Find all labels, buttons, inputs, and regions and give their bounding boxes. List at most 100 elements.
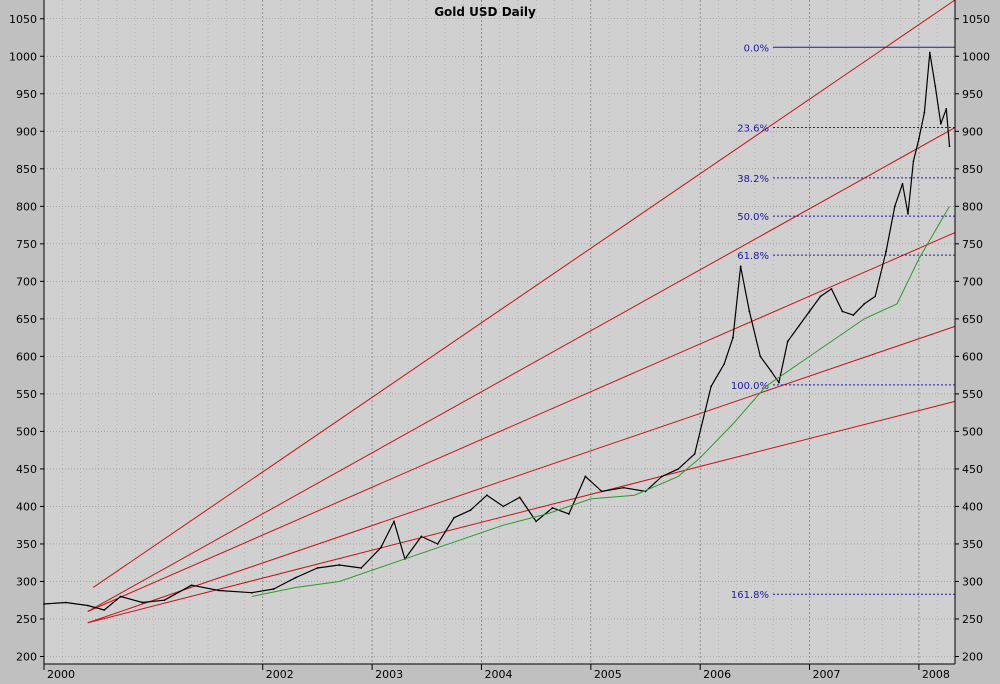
y-tick-label-right: 500: [962, 425, 983, 438]
price-point: [535, 520, 538, 523]
price-point: [393, 520, 395, 523]
y-tick-label: 200: [16, 650, 37, 663]
price-point: [770, 370, 773, 373]
y-tick-label: 400: [16, 500, 37, 513]
price-point: [469, 509, 472, 512]
price-point: [923, 111, 926, 114]
price-point: [568, 513, 570, 515]
price-point: [819, 295, 822, 298]
y-tick-label: 250: [16, 613, 37, 626]
fib-level-label: 38.2%: [737, 174, 769, 185]
price-point: [723, 362, 726, 365]
y-tick-label-right: 900: [962, 125, 983, 138]
price-point: [948, 145, 951, 148]
x-tick-label: 2005: [594, 668, 622, 681]
price-point: [218, 589, 220, 592]
price-point: [677, 468, 680, 470]
trendline: [87, 232, 956, 612]
x-tick-label: 2003: [375, 668, 403, 681]
price-point: [901, 182, 904, 185]
y-tick-label: 800: [16, 200, 37, 213]
price-point: [551, 507, 554, 509]
y-tick-label: 650: [16, 313, 37, 326]
y-tick-label-right: 950: [962, 88, 983, 101]
y-tick-label: 850: [16, 163, 37, 176]
y-tick-label: 1050: [9, 13, 37, 26]
price-point: [830, 287, 833, 290]
y-tick-label-right: 400: [962, 500, 983, 513]
y-tick-label: 750: [16, 238, 37, 251]
grid: [43, 0, 955, 664]
price-point: [316, 567, 319, 569]
price-point: [272, 588, 275, 590]
price-point: [141, 601, 144, 604]
price-series: [43, 51, 951, 611]
price-point: [518, 496, 521, 499]
price-point: [893, 205, 896, 208]
y-tick-label-right: 200: [962, 650, 983, 663]
fibonacci-levels: 0.0% 23.6% 38.2% 50.0% 61.8% 100.0% 161.8%: [731, 43, 955, 601]
trendline: [92, 0, 956, 588]
y-tick-label-right: 1000: [962, 50, 990, 63]
y-tick-label-right: 1050: [962, 13, 990, 26]
price-point: [918, 137, 920, 140]
price-point: [778, 381, 780, 384]
price-point: [808, 310, 811, 313]
price-point: [502, 505, 505, 508]
price-point: [786, 340, 789, 343]
price-point: [732, 336, 734, 339]
y-tick-label: 500: [16, 425, 37, 438]
price-point: [934, 85, 937, 88]
price-point: [885, 250, 888, 253]
y-tick-label-right: 700: [962, 275, 983, 288]
price-point: [600, 490, 603, 493]
fib-level-label: 23.6%: [737, 124, 769, 135]
y-tick-label: 900: [16, 125, 37, 138]
trendline: [87, 400, 956, 624]
y-tick-label-right: 550: [962, 388, 983, 401]
y-tick-label-right: 250: [962, 613, 983, 626]
price-point: [119, 595, 122, 598]
price-point: [912, 160, 915, 163]
price-point: [693, 453, 696, 455]
price-point: [863, 302, 866, 305]
y-tick-label-right: 450: [962, 463, 983, 476]
price-point: [841, 310, 844, 313]
price-point: [86, 604, 89, 607]
moving-average-line: [251, 206, 950, 597]
x-tick-label: 2007: [813, 668, 841, 681]
y-tick-label: 700: [16, 275, 37, 288]
price-point: [852, 314, 855, 317]
chart-title: Gold USD Daily: [434, 5, 536, 19]
price-point: [453, 516, 456, 519]
price-point: [759, 355, 762, 358]
price-point: [294, 576, 297, 579]
price-point: [250, 591, 253, 594]
y-tick-label-right: 850: [962, 163, 983, 176]
x-tick-label: 2008: [922, 668, 950, 681]
price-point: [420, 535, 423, 538]
price-point: [939, 122, 942, 125]
price-point: [748, 310, 751, 313]
fib-level-label: 50.0%: [737, 212, 769, 223]
price-point: [874, 295, 877, 298]
price-point: [661, 475, 663, 478]
y-tick-label: 550: [16, 388, 37, 401]
price-point: [622, 486, 625, 489]
y-tick-label: 450: [16, 463, 37, 476]
y-tick-label-right: 800: [962, 200, 983, 213]
x-tick-label: 2000: [47, 668, 75, 681]
x-tick-label: 2006: [703, 668, 731, 681]
y-tick-label-right: 750: [962, 238, 983, 251]
trendline: [87, 127, 956, 612]
x-tick-label: 2002: [266, 668, 294, 681]
trendlines: [87, 0, 956, 624]
gold-price-line: [43, 51, 951, 611]
price-point: [907, 212, 909, 215]
price-point: [64, 601, 67, 604]
y-tick-label: 1000: [9, 50, 37, 63]
price-point: [103, 609, 106, 611]
fib-level-label: 100.0%: [731, 381, 769, 392]
fib-level-label: 61.8%: [737, 251, 769, 262]
